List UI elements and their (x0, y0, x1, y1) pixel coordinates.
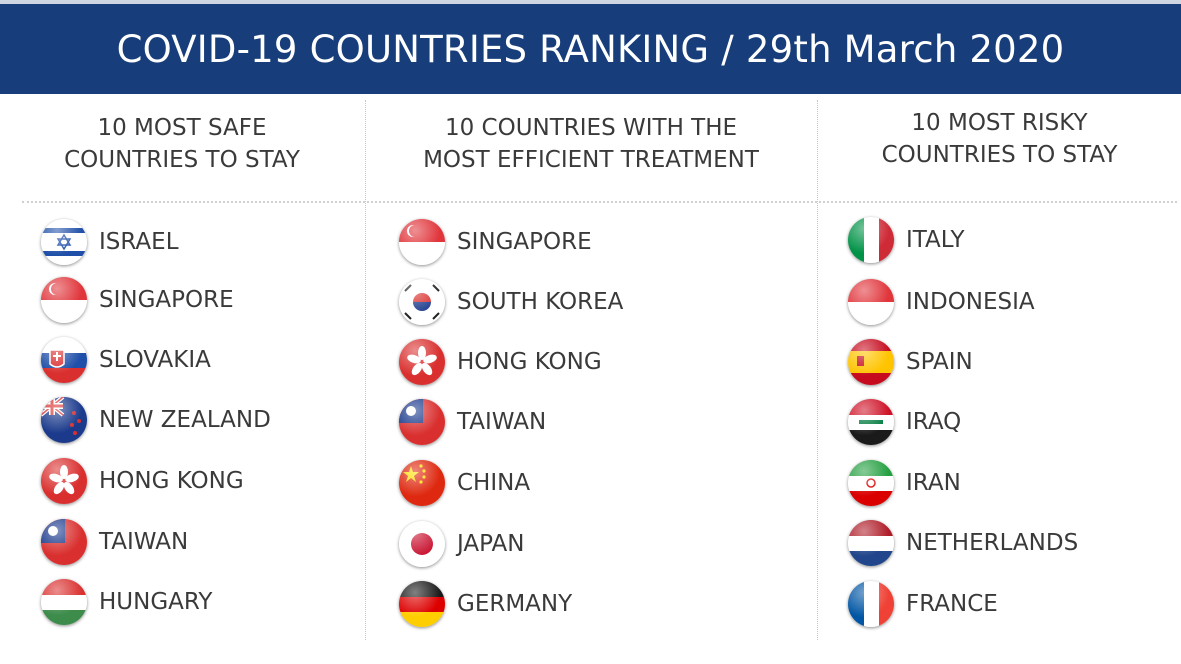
south-korea-flag-icon (399, 279, 445, 325)
country-name: SINGAPORE (99, 287, 234, 313)
country-name: GERMANY (457, 591, 573, 617)
heading-line: COUNTRIES TO STAY (881, 142, 1118, 168)
country-name: ITALY (906, 227, 965, 253)
list-item: SLOVAKIA (41, 336, 211, 384)
country-name: IRAN (906, 470, 961, 496)
list-item: CHINA (399, 459, 530, 507)
column-heading: 10 MOST RISKY COUNTRIES TO STAY (818, 107, 1181, 171)
indonesia-flag-icon (848, 279, 894, 325)
taiwan-flag-icon (399, 399, 445, 445)
slovakia-flag-icon (41, 337, 87, 383)
list-item: SINGAPORE (41, 276, 234, 324)
taiwan-flag-icon (41, 519, 87, 565)
iran-flag-icon (848, 460, 894, 506)
country-name: IRAQ (906, 409, 962, 435)
header-divider (22, 201, 1177, 203)
list-item: HONG KONG (399, 338, 602, 386)
heading-line: 10 MOST RISKY (911, 110, 1088, 136)
country-name: SLOVAKIA (99, 347, 211, 373)
country-name: TAIWAN (99, 529, 189, 555)
country-name: FRANCE (906, 591, 998, 617)
safe-countries-column: 10 MOST SAFE COUNTRIES TO STAY ISRAEL SI… (0, 94, 364, 664)
efficient-treatment-column: 10 COUNTRIES WITH THE MOST EFFICIENT TRE… (366, 94, 816, 664)
country-name: INDONESIA (906, 289, 1035, 315)
heading-line: 10 MOST SAFE (97, 115, 267, 141)
column-divider (817, 100, 818, 640)
country-name: HONG KONG (99, 468, 244, 494)
list-item: SINGAPORE (399, 218, 592, 266)
top-strip (0, 0, 1181, 4)
country-name: CHINA (457, 470, 531, 496)
list-item: HUNGARY (41, 578, 212, 626)
country-name: SOUTH KOREA (457, 289, 624, 315)
hong-kong-flag-icon (41, 458, 87, 504)
list-item: HONG KONG (41, 457, 244, 505)
column-divider (365, 100, 366, 640)
germany-flag-icon (399, 581, 445, 627)
list-item: NETHERLANDS (848, 519, 1078, 567)
page-title: COVID-19 COUNTRIES RANKING / 29th March … (116, 27, 1065, 71)
country-name: HONG KONG (457, 349, 602, 375)
heading-line: MOST EFFICIENT TREATMENT (423, 147, 759, 173)
list-item: NEW ZEALAND (41, 396, 271, 444)
list-item: TAIWAN (399, 398, 546, 446)
netherlands-flag-icon (848, 520, 894, 566)
country-name: NETHERLANDS (906, 530, 1079, 556)
singapore-flag-icon (41, 277, 87, 323)
list-item: TAIWAN (41, 518, 188, 566)
title-banner: COVID-19 COUNTRIES RANKING / 29th March … (0, 4, 1181, 94)
country-name: JAPAN (457, 531, 525, 557)
list-item: IRAN (848, 459, 961, 507)
risky-countries-column: 10 MOST RISKY COUNTRIES TO STAY ITALY IN… (818, 94, 1181, 664)
italy-flag-icon (848, 217, 894, 263)
list-item: GERMANY (399, 580, 572, 628)
country-name: TAIWAN (457, 409, 547, 435)
hong-kong-flag-icon (399, 339, 445, 385)
japan-flag-icon (399, 521, 445, 567)
new-zealand-flag-icon (41, 397, 87, 443)
france-flag-icon (848, 581, 894, 627)
list-item: FRANCE (848, 580, 998, 628)
list-item: INDONESIA (848, 278, 1035, 326)
list-item: IRAQ (848, 398, 961, 446)
list-item: JAPAN (399, 520, 524, 568)
spain-flag-icon (848, 339, 894, 385)
country-name: SINGAPORE (457, 229, 592, 255)
country-name: ISRAEL (99, 229, 179, 255)
list-item: SPAIN (848, 338, 973, 386)
list-item: ISRAEL (41, 218, 179, 266)
heading-line: COUNTRIES TO STAY (64, 147, 300, 173)
column-heading: 10 MOST SAFE COUNTRIES TO STAY (0, 112, 364, 176)
country-name: NEW ZEALAND (99, 407, 271, 433)
list-item: SOUTH KOREA (399, 278, 623, 326)
singapore-flag-icon (399, 219, 445, 265)
heading-line: 10 COUNTRIES WITH THE (444, 115, 738, 141)
china-flag-icon (399, 460, 445, 506)
iraq-flag-icon (848, 399, 894, 445)
hungary-flag-icon (41, 579, 87, 625)
list-item: ITALY (848, 216, 965, 264)
country-name: SPAIN (906, 349, 973, 375)
israel-flag-icon (41, 219, 87, 265)
country-name: HUNGARY (99, 589, 213, 615)
column-heading: 10 COUNTRIES WITH THE MOST EFFICIENT TRE… (366, 112, 816, 176)
